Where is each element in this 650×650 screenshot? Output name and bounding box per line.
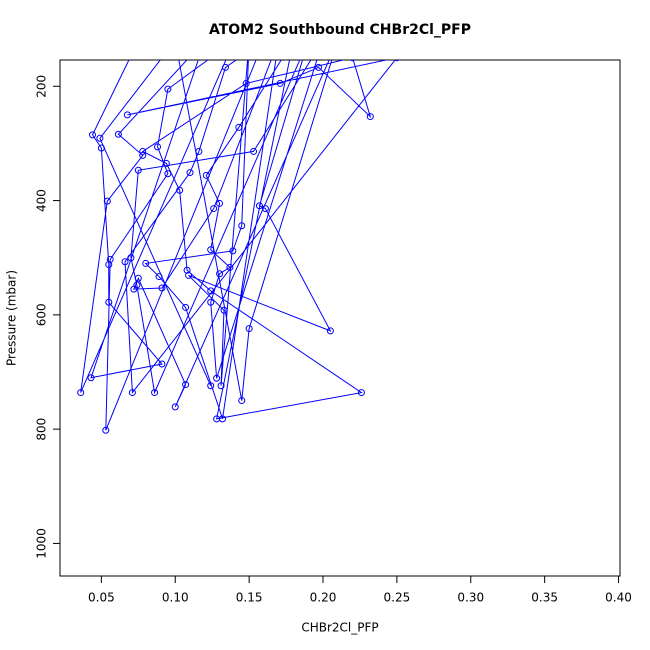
x-tick-label: 0.30 (457, 591, 484, 605)
x-tick-label: 0.05 (88, 591, 115, 605)
data-point (226, 263, 234, 271)
y-tick-label: 1000 (35, 528, 49, 559)
data-point (155, 273, 163, 281)
data-point (139, 147, 147, 155)
data-point (172, 38, 178, 44)
data-point (320, 38, 326, 44)
data-point (229, 247, 237, 255)
x-tick-label: 0.10 (162, 591, 189, 605)
data-point (134, 166, 142, 174)
data-point (238, 397, 246, 405)
data-point (202, 171, 210, 179)
y-tick-label: 400 (35, 189, 49, 212)
data-point (246, 38, 252, 44)
data-point (154, 143, 162, 151)
data-point (235, 123, 243, 131)
data-point (134, 274, 142, 282)
data-point (216, 199, 224, 207)
data-point (305, 38, 311, 44)
data-point (326, 327, 334, 335)
data-point (207, 298, 215, 306)
y-tick-label: 600 (35, 303, 49, 326)
data-point (182, 303, 190, 311)
data-point (96, 134, 104, 142)
y-tick-label: 800 (35, 418, 49, 441)
data-point (183, 266, 191, 274)
data-point (357, 389, 365, 397)
data-point (102, 426, 110, 434)
data-point (97, 144, 105, 152)
data-point (210, 205, 218, 213)
data-point (216, 270, 224, 278)
data-point (164, 170, 172, 178)
x-tick-label: 0.15 (236, 591, 263, 605)
data-point (164, 85, 172, 93)
data-point (366, 113, 374, 121)
data-point (261, 38, 267, 44)
plot-area (77, 38, 400, 434)
data-point (238, 222, 246, 230)
data-point (315, 63, 323, 71)
data-point (185, 271, 193, 279)
data-point (221, 63, 229, 71)
data-point (202, 38, 208, 44)
data-point (276, 38, 282, 44)
data-point (103, 197, 111, 205)
data-point (207, 246, 215, 254)
data-point (195, 147, 203, 155)
data-point (261, 205, 269, 213)
data-point (231, 38, 237, 44)
data-point (182, 381, 190, 389)
data-point (130, 285, 138, 293)
data-point (87, 374, 95, 382)
data-point (290, 38, 296, 44)
data-point (245, 325, 253, 333)
data-point (207, 287, 215, 295)
data-point (394, 60, 400, 62)
data-point (105, 261, 113, 269)
data-point (139, 151, 147, 159)
data-point (114, 130, 122, 138)
data-point (242, 79, 250, 87)
plot-frame (59, 59, 621, 577)
data-point (105, 298, 113, 306)
x-axis-label: CHBr2Cl_PFP (301, 621, 378, 635)
data-point (250, 147, 258, 155)
chart-title: ATOM2 Southbound CHBr2Cl_PFP (209, 22, 471, 38)
data-point (255, 202, 263, 210)
data-point (158, 360, 166, 368)
data-point (128, 389, 136, 397)
data-point (171, 403, 179, 411)
data-point (213, 374, 221, 382)
data-point (176, 186, 184, 194)
data-point (219, 415, 227, 423)
data-point (123, 111, 131, 119)
data-point (89, 131, 97, 139)
x-tick-label: 0.20 (310, 591, 337, 605)
data-point (106, 255, 114, 263)
data-point (349, 60, 356, 62)
data-point (151, 389, 159, 397)
data-point (217, 382, 225, 390)
x-tick-label: 0.25 (384, 591, 411, 605)
data-point (135, 38, 141, 44)
data-point (207, 382, 215, 390)
data-point (276, 79, 284, 87)
data-point (158, 284, 166, 292)
y-tick-label: 200 (35, 75, 49, 98)
data-point (77, 389, 85, 397)
data-point (335, 38, 341, 44)
data-point (121, 258, 129, 266)
data-point (142, 259, 150, 267)
y-axis-label: Pressure (mbar) (5, 270, 19, 366)
x-tick-label: 0.35 (531, 591, 558, 605)
data-point (220, 306, 228, 314)
data-point (127, 254, 135, 262)
data-point (162, 159, 170, 167)
x-tick-label: 0.40 (605, 591, 632, 605)
data-point (186, 169, 194, 177)
data-line (80, 60, 396, 431)
